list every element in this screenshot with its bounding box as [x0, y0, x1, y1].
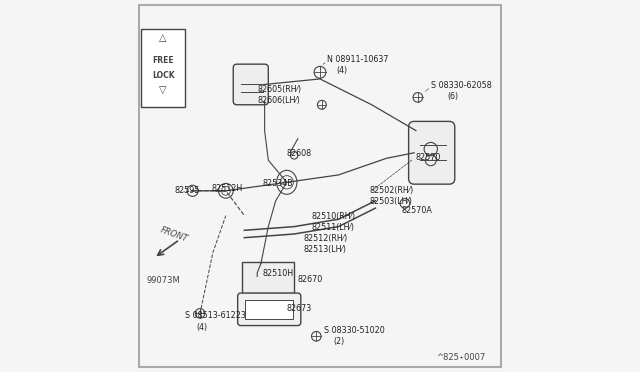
FancyBboxPatch shape: [243, 262, 294, 293]
Text: 82670: 82670: [298, 275, 323, 283]
FancyBboxPatch shape: [408, 121, 455, 184]
Text: 82503(LH⁄): 82503(LH⁄): [370, 197, 413, 206]
Text: 82608: 82608: [287, 149, 312, 158]
Text: LOCK: LOCK: [152, 71, 174, 80]
Text: 99073M: 99073M: [146, 276, 180, 285]
FancyBboxPatch shape: [233, 64, 268, 105]
Text: N 08911-10637: N 08911-10637: [328, 55, 389, 64]
Text: 82606(LH⁄): 82606(LH⁄): [257, 96, 300, 105]
Text: 82511(LH⁄): 82511(LH⁄): [312, 223, 355, 232]
Text: 82512(RH⁄): 82512(RH⁄): [303, 234, 348, 243]
Text: 82513(LH⁄): 82513(LH⁄): [303, 245, 346, 254]
Text: 82605(RH⁄): 82605(RH⁄): [257, 85, 301, 94]
Text: ^825⋆0007: ^825⋆0007: [436, 353, 485, 362]
Text: 82512H: 82512H: [211, 185, 243, 193]
Text: 82595: 82595: [174, 186, 200, 195]
Text: 82510H: 82510H: [263, 269, 294, 278]
Text: FRONT: FRONT: [159, 225, 189, 244]
Text: S 08513-61223: S 08513-61223: [185, 311, 246, 320]
FancyBboxPatch shape: [141, 29, 185, 107]
Text: (4): (4): [337, 66, 348, 75]
Text: FREE: FREE: [152, 56, 174, 65]
FancyBboxPatch shape: [237, 293, 301, 326]
Text: 82673: 82673: [287, 304, 312, 313]
Text: (2): (2): [333, 337, 344, 346]
Text: S 08330-51020: S 08330-51020: [324, 326, 385, 335]
FancyBboxPatch shape: [245, 300, 293, 319]
Text: 82502(RH⁄): 82502(RH⁄): [370, 186, 414, 195]
Text: (6): (6): [447, 92, 458, 101]
Text: 82570: 82570: [416, 153, 442, 162]
Text: S 08330-62058: S 08330-62058: [431, 81, 492, 90]
Text: 82570A: 82570A: [401, 206, 432, 215]
Text: 82534B: 82534B: [263, 179, 294, 187]
Text: ▽: ▽: [159, 85, 167, 95]
Text: 82510(RH⁄): 82510(RH⁄): [312, 212, 356, 221]
Text: △: △: [159, 33, 167, 43]
Text: (4): (4): [196, 323, 207, 331]
